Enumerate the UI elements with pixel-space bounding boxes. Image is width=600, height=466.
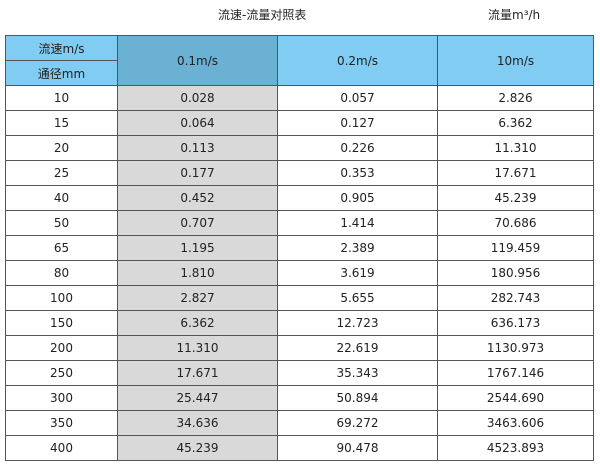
table-row: 300 25.447 50.894 2544.690 <box>5 385 594 411</box>
flow-cell: 12.723 <box>277 310 438 336</box>
table-row: 10 0.028 0.057 2.826 <box>5 85 594 111</box>
flow-cell: 11.310 <box>117 335 278 361</box>
table-row: 80 1.810 3.619 180.956 <box>5 260 594 286</box>
diameter-cell: 25 <box>5 160 118 186</box>
diameter-cell: 15 <box>5 110 118 136</box>
flow-cell: 0.707 <box>117 210 278 236</box>
flow-cell: 34.636 <box>117 410 278 436</box>
flow-cell: 1767.146 <box>437 360 594 386</box>
flow-unit-label: 流量m³/h <box>488 8 541 22</box>
table-row: 350 34.636 69.272 3463.606 <box>5 410 594 436</box>
flow-cell: 1.195 <box>117 235 278 261</box>
flow-cell: 50.894 <box>277 385 438 411</box>
diameter-header: 通径mm <box>5 60 118 86</box>
table-row: 65 1.195 2.389 119.459 <box>5 235 594 261</box>
table-row: 150 6.362 12.723 636.173 <box>5 310 594 336</box>
table-row: 200 11.310 22.619 1130.973 <box>5 335 594 361</box>
flow-cell: 1.414 <box>277 210 438 236</box>
flow-cell: 119.459 <box>437 235 594 261</box>
flow-cell: 0.113 <box>117 135 278 161</box>
velocity-flow-table: 流速m/s 0.1m/s 0.2m/s 10m/s 通径mm 10 0.028 0.… <box>5 35 594 461</box>
diameter-cell: 10 <box>5 85 118 111</box>
table-row: 20 0.113 0.226 11.310 <box>5 135 594 161</box>
flow-cell: 2544.690 <box>437 385 594 411</box>
diameter-cell: 250 <box>5 360 118 386</box>
diameter-cell: 80 <box>5 260 118 286</box>
flow-cell: 0.177 <box>117 160 278 186</box>
flow-cell: 17.671 <box>437 160 594 186</box>
flow-cell: 4523.893 <box>437 435 594 461</box>
diameter-cell: 350 <box>5 410 118 436</box>
diameter-cell: 65 <box>5 235 118 261</box>
flow-cell: 11.310 <box>437 135 594 161</box>
flow-cell: 1130.973 <box>437 335 594 361</box>
flow-cell: 180.956 <box>437 260 594 286</box>
table-row: 40 0.452 0.905 45.239 <box>5 185 594 211</box>
flow-cell: 2.826 <box>437 85 594 111</box>
diameter-cell: 40 <box>5 185 118 211</box>
table-row: 15 0.064 0.127 6.362 <box>5 110 594 136</box>
diameter-cell: 20 <box>5 135 118 161</box>
flow-cell: 6.362 <box>437 110 594 136</box>
table-title: 流速-流量对照表 <box>218 8 307 22</box>
flow-cell: 0.064 <box>117 110 278 136</box>
flow-cell: 45.239 <box>437 185 594 211</box>
flow-cell: 0.028 <box>117 85 278 111</box>
table-row: 50 0.707 1.414 70.686 <box>5 210 594 236</box>
diameter-cell: 200 <box>5 335 118 361</box>
column-header: 0.1m/s <box>117 35 278 86</box>
flow-cell: 45.239 <box>117 435 278 461</box>
flow-cell: 0.127 <box>277 110 438 136</box>
table-row: 100 2.827 5.655 282.743 <box>5 285 594 311</box>
flow-cell: 22.619 <box>277 335 438 361</box>
flow-cell: 3463.606 <box>437 410 594 436</box>
flow-cell: 0.226 <box>277 135 438 161</box>
diameter-cell: 400 <box>5 435 118 461</box>
flow-cell: 6.362 <box>117 310 278 336</box>
flow-cell: 69.272 <box>277 410 438 436</box>
diameter-cell: 50 <box>5 210 118 236</box>
flow-cell: 5.655 <box>277 285 438 311</box>
flow-cell: 3.619 <box>277 260 438 286</box>
flow-cell: 1.810 <box>117 260 278 286</box>
flow-cell: 2.827 <box>117 285 278 311</box>
diameter-cell: 150 <box>5 310 118 336</box>
diameter-cell: 300 <box>5 385 118 411</box>
flow-cell: 35.343 <box>277 360 438 386</box>
flow-cell: 282.743 <box>437 285 594 311</box>
table-row: 250 17.671 35.343 1767.146 <box>5 360 594 386</box>
flow-cell: 90.478 <box>277 435 438 461</box>
column-header: 10m/s <box>437 35 594 86</box>
column-header: 0.2m/s <box>277 35 438 86</box>
flow-cell: 25.447 <box>117 385 278 411</box>
flow-cell: 0.057 <box>277 85 438 111</box>
diameter-cell: 100 <box>5 285 118 311</box>
flow-cell: 0.905 <box>277 185 438 211</box>
flow-cell: 17.671 <box>117 360 278 386</box>
flow-cell: 0.452 <box>117 185 278 211</box>
table-row: 400 45.239 90.478 4523.893 <box>5 435 594 461</box>
flow-cell: 2.389 <box>277 235 438 261</box>
flow-cell: 636.173 <box>437 310 594 336</box>
flow-cell: 0.353 <box>277 160 438 186</box>
velocity-header: 流速m/s <box>5 35 118 61</box>
table-row: 25 0.177 0.353 17.671 <box>5 160 594 186</box>
flow-cell: 70.686 <box>437 210 594 236</box>
